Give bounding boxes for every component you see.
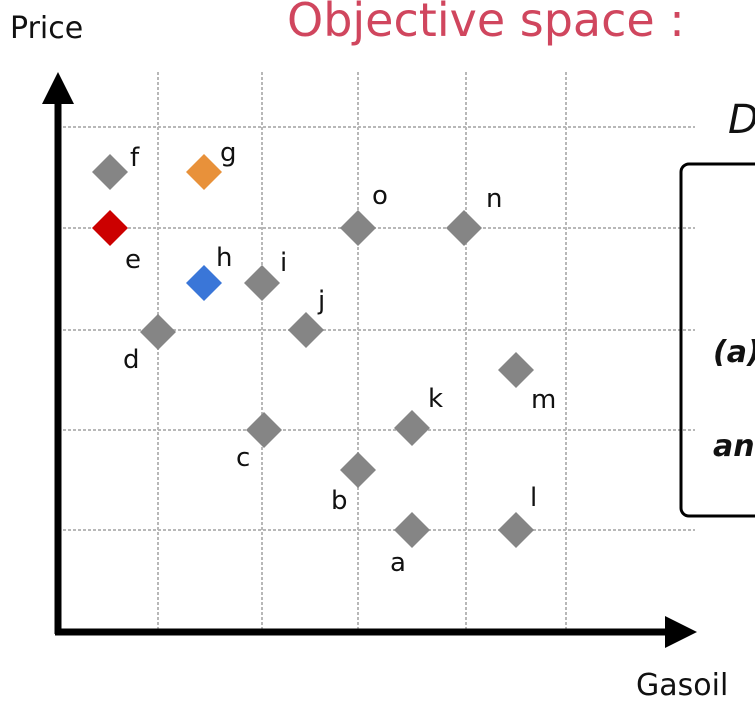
point-marker [186,265,222,301]
point-label: g [220,138,237,168]
point-label: h [216,243,232,273]
point-label: f [130,143,140,173]
point-marker [340,210,376,246]
grid [58,72,695,632]
point-marker [288,312,324,348]
point-marker [394,410,430,446]
point-marker [498,352,534,388]
y-arrow [42,72,74,104]
x-axis-label: Gasoil [636,668,728,702]
title: Objective space : [287,0,685,47]
info-box [679,162,755,518]
point-marker [340,452,376,488]
point-label: m [531,385,556,415]
point-marker [186,154,222,190]
point-label: a [390,548,406,578]
point-marker [92,210,128,246]
point-marker [498,512,534,548]
points: f g e h ij o n d k m c b l a [92,138,556,578]
point-label: e [125,245,141,275]
point-marker [246,412,282,448]
point-marker [244,265,280,301]
point-marker [446,210,482,246]
side-heading: D [728,97,755,143]
x-arrow [665,616,697,648]
point-marker [394,512,430,548]
box-line: an [713,429,755,464]
point-marker [140,314,176,350]
point-marker [92,154,128,190]
point-label: i [280,248,287,278]
point-label: n [486,184,502,214]
point-label: l [530,483,537,513]
point-label: o [372,181,388,211]
point-label: k [428,384,443,414]
point-label: b [331,486,348,516]
point-label: c [236,443,250,473]
y-axis-label: Price [10,11,83,46]
point-label: j [317,286,325,316]
box-line: (a) [713,335,755,370]
point-label: d [123,345,140,375]
